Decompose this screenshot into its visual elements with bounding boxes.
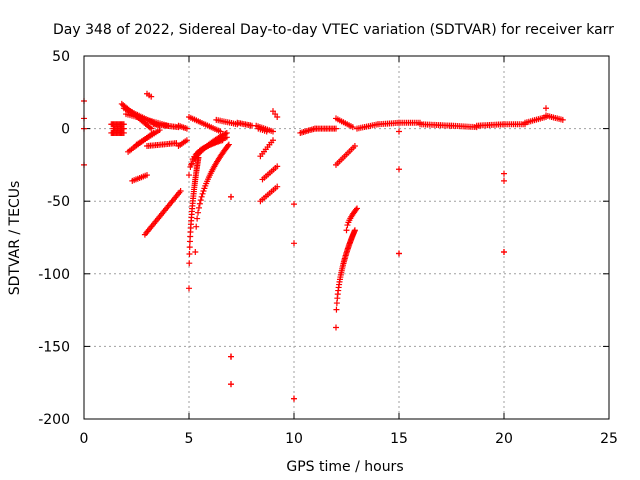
data-point [291, 240, 297, 247]
x-tick-label: 0 [80, 431, 89, 447]
data-point [148, 93, 155, 100]
chart-title: Day 348 of 2022, Sidereal Day-to-day VTE… [53, 22, 614, 38]
data-point [349, 124, 356, 131]
data-point [196, 200, 203, 207]
data-point [274, 183, 281, 190]
data-point [195, 204, 202, 211]
data-point [156, 127, 163, 134]
data-point [192, 154, 199, 161]
data-point [120, 125, 127, 132]
data-point [270, 128, 276, 135]
data-point [274, 113, 281, 120]
data-point [228, 381, 234, 388]
y-tick-label: 50 [52, 49, 70, 65]
x-tick-label: 10 [285, 431, 303, 447]
data-point [396, 128, 402, 135]
data-point [353, 206, 360, 213]
data-point [177, 188, 184, 195]
data-point [291, 395, 297, 402]
data-points [81, 90, 566, 402]
data-point [543, 105, 549, 112]
x-axis-label: GPS time / hours [286, 459, 403, 475]
y-tick-label: 0 [61, 122, 70, 138]
data-point [148, 125, 155, 132]
data-point [501, 177, 507, 184]
data-point [193, 223, 200, 230]
data-point [270, 137, 276, 144]
data-point [186, 260, 193, 267]
data-point [217, 128, 224, 135]
y-axis-label: SDTVAR / TECUs [7, 181, 23, 296]
data-point [186, 172, 192, 179]
data-point [291, 201, 297, 208]
data-point [333, 324, 339, 331]
data-point [501, 249, 507, 256]
data-point [333, 306, 340, 313]
data-point [188, 161, 195, 168]
data-point [219, 137, 226, 144]
data-point [344, 222, 351, 229]
y-tick-label: -100 [38, 267, 70, 283]
data-point [228, 193, 234, 200]
data-point [197, 197, 204, 204]
data-point [354, 205, 360, 212]
data-point [351, 143, 358, 150]
data-point [183, 125, 190, 132]
data-point [144, 172, 150, 179]
data-point [186, 285, 192, 292]
data-point [225, 141, 232, 148]
y-tick-label: -150 [38, 339, 70, 355]
data-point [194, 215, 201, 222]
data-point [199, 190, 206, 197]
x-tick-label: 25 [600, 431, 618, 447]
y-tick-label: -200 [38, 412, 70, 428]
data-point [195, 209, 202, 216]
x-tick-label: 5 [185, 431, 194, 447]
data-point [396, 166, 402, 173]
data-point [343, 227, 350, 234]
data-point [223, 134, 230, 141]
y-tick-label: -50 [47, 194, 70, 210]
plot-frame [83, 55, 610, 420]
data-point [183, 137, 190, 144]
data-point [274, 163, 281, 170]
data-point [192, 249, 199, 256]
data-point [200, 187, 207, 194]
data-point [224, 142, 231, 149]
data-point [263, 128, 270, 135]
data-point [198, 193, 205, 200]
data-point [396, 250, 402, 257]
data-point [501, 170, 507, 177]
x-tick-label: 20 [495, 431, 513, 447]
data-point [186, 250, 193, 257]
x-tick-label: 15 [390, 431, 408, 447]
data-point [228, 353, 234, 360]
data-point [559, 116, 566, 123]
data-point [351, 227, 358, 234]
grid [84, 56, 609, 419]
data-point [333, 125, 339, 132]
data-point [186, 244, 193, 251]
